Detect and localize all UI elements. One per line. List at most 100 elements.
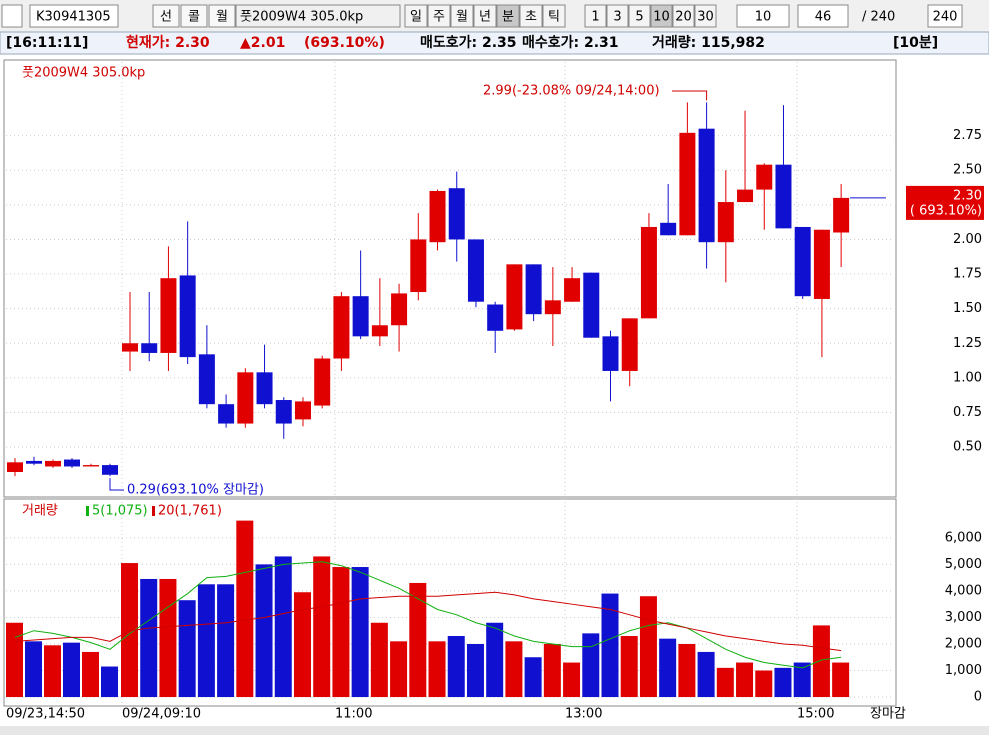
volume-bar (716, 667, 734, 698)
candle-body (737, 189, 754, 203)
candle-body (717, 202, 734, 243)
legend-swatch (86, 506, 89, 516)
interval-select[interactable]: 10 (755, 10, 772, 25)
x-tick-label: 13:00 (565, 707, 602, 722)
interval-btn[interactable]: 30 (697, 10, 714, 25)
volume-bar (255, 564, 273, 698)
candle-body (198, 354, 215, 405)
tool-btn[interactable]: 선 (160, 10, 172, 25)
interval-btn[interactable]: 10 (653, 10, 670, 25)
legend-entry: 20(1,761) (158, 504, 222, 519)
volume-legend: 거래량 (22, 504, 58, 519)
period-btn[interactable]: 일 (410, 10, 422, 25)
volume-bar (543, 643, 561, 698)
instrument[interactable]: 풋2009W4 305.0kp (240, 10, 363, 25)
interval-btn-box[interactable] (628, 4, 651, 28)
volume-bar (101, 666, 118, 698)
total-box[interactable]: 240 (933, 10, 958, 25)
period-btn-box[interactable] (496, 4, 520, 28)
tool-btn[interactable]: 콜 (188, 10, 200, 25)
period-btn-box[interactable] (450, 4, 474, 28)
x-tick-label: 장마감 (870, 707, 906, 722)
candle-body (26, 460, 42, 464)
y-tick-label: 1.25 (953, 336, 982, 351)
candle-body (352, 296, 369, 337)
period-btn-box[interactable] (473, 4, 497, 28)
candle-body (564, 278, 581, 302)
volume-bar (447, 636, 465, 698)
count-box[interactable]: 46 (815, 10, 832, 25)
period-btn[interactable]: 월 (456, 10, 468, 25)
code[interactable]: K30941305 (36, 10, 111, 25)
tool-btn-box[interactable] (180, 4, 208, 28)
period-btn-box[interactable] (427, 4, 451, 28)
candle-body (467, 239, 484, 302)
period-btn[interactable]: 분 (502, 10, 514, 25)
volume-bar (793, 662, 811, 698)
period-btn[interactable]: 주 (433, 10, 445, 25)
instrument-box[interactable] (235, 4, 401, 28)
candle-body (813, 229, 830, 299)
interval-btn-box[interactable] (694, 4, 717, 28)
volume-bar (6, 622, 23, 698)
volume-bar (217, 584, 235, 698)
scrollbar[interactable] (0, 726, 989, 735)
period-btn[interactable]: 틱 (548, 10, 560, 25)
code-box[interactable] (29, 4, 119, 28)
y-tick-label: 0.75 (953, 405, 982, 420)
nav-btn[interactable] (1, 4, 23, 28)
interval-btn-box[interactable] (606, 4, 629, 28)
volume-bar (293, 592, 311, 698)
candle-body (256, 372, 273, 405)
volume-bar (428, 641, 446, 698)
price-legend: 풋2009W4 305.0kp (22, 66, 145, 81)
tool-btn-box[interactable] (208, 4, 236, 28)
tool-btn[interactable]: 월 (216, 10, 228, 25)
count-box-box[interactable] (797, 4, 849, 28)
period-btn[interactable]: 초 (525, 10, 537, 25)
price-panel (3, 59, 897, 498)
interval-btn[interactable]: 1 (591, 10, 599, 25)
volume-bar (236, 520, 254, 698)
interval-btn[interactable]: 5 (635, 10, 643, 25)
status-volume: 거래량: 115,982 (652, 35, 765, 51)
candle-body (275, 400, 292, 424)
period-btn-box[interactable] (542, 4, 566, 28)
tool-btn-box[interactable] (152, 4, 180, 28)
interval-btn-box[interactable] (650, 4, 673, 28)
y-tick-label: 6,000 (945, 530, 982, 545)
x-tick-label: 15:00 (797, 707, 834, 722)
candle-body (583, 272, 600, 338)
interval-select-box[interactable] (736, 4, 790, 28)
interval-btn-box[interactable] (672, 4, 695, 28)
interval-btn-box[interactable] (584, 4, 607, 28)
period-btn[interactable]: 년 (479, 10, 491, 25)
volume-bar (524, 657, 542, 698)
period-btn-box[interactable] (404, 4, 428, 28)
status-bg (0, 31, 989, 55)
candle-body (429, 190, 446, 243)
total: / 240 (862, 10, 895, 25)
x-tick-label: 09/23,14:50 (6, 707, 85, 722)
total-box-box[interactable] (927, 4, 963, 28)
candle-body (487, 304, 504, 331)
candle-body (141, 343, 158, 353)
high-arrow (672, 90, 708, 101)
volume-bar (582, 633, 600, 698)
low-annotation: 0.29(693.10% 장마감) (127, 483, 264, 498)
volume-bar (620, 636, 638, 698)
interval-btn[interactable]: 20 (675, 10, 692, 25)
candle-body (698, 128, 715, 243)
volume-bar (159, 578, 177, 698)
status-change: ▲2.01 (240, 35, 285, 51)
y-tick-label: 1.75 (953, 267, 982, 282)
high-annotation: 2.99(-23.08% 09/24,14:00) (483, 84, 660, 99)
y-tick-label: 1.00 (953, 370, 982, 385)
period-btn-box[interactable] (519, 4, 543, 28)
volume-bar (370, 622, 388, 698)
volume-bar (178, 600, 196, 698)
candle-body (333, 296, 350, 359)
interval-btn[interactable]: 3 (613, 10, 621, 25)
